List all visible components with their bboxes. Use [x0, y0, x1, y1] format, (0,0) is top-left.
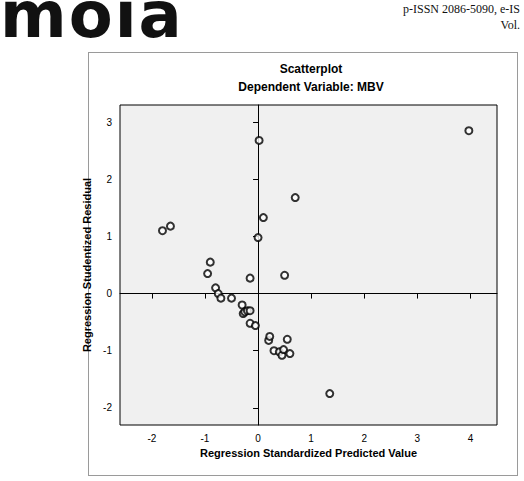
- html-text:Vol.: Vol.: [500, 18, 520, 32]
- svg-text:-2: -2: [147, 433, 156, 444]
- svg-text:4: 4: [468, 433, 474, 444]
- svg-text:1: 1: [308, 433, 314, 444]
- svg-text:-1: -1: [201, 433, 210, 444]
- svg-text:2: 2: [106, 174, 112, 185]
- svg-text:Scatterplot: Scatterplot: [280, 62, 343, 76]
- svg-text:Regression Standardized Predic: Regression Standardized Predicted Value: [200, 447, 417, 459]
- svg-text:0: 0: [106, 288, 112, 299]
- svg-text:2: 2: [361, 433, 367, 444]
- svg-text:-1: -1: [103, 345, 112, 356]
- html-text:p-ISSN 2086-5090, e-IS: p-ISSN 2086-5090, e-IS: [403, 2, 520, 16]
- svg-text:Regression Studentized Residua: Regression Studentized Residual: [81, 178, 93, 352]
- svg-text:3: 3: [415, 433, 421, 444]
- svg-text:Dependent Variable: MBV: Dependent Variable: MBV: [238, 80, 383, 94]
- svg-text:1: 1: [106, 231, 112, 242]
- svg-text:3: 3: [106, 117, 112, 128]
- svg-text:0: 0: [255, 433, 261, 444]
- svg-text:-2: -2: [103, 402, 112, 413]
